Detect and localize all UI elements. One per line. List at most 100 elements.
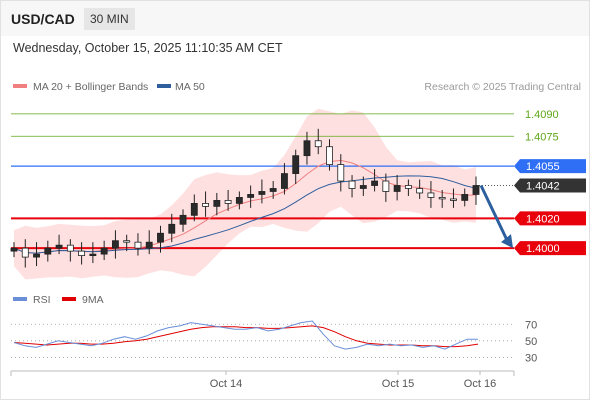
candle-body: [461, 194, 469, 201]
candle: [416, 179, 424, 199]
candle-body: [393, 185, 401, 192]
candle: [190, 194, 198, 222]
candle: [247, 185, 255, 208]
rsi-panel: 70 50 30: [11, 319, 537, 364]
candle-body: [213, 200, 221, 207]
candle-body: [258, 191, 266, 195]
candle-body: [202, 202, 209, 207]
level-tag-text: 1.4055: [526, 161, 560, 173]
rsi-ma-legend-swatch: [62, 297, 76, 301]
rsi-tick-30: 30: [525, 352, 537, 364]
candle: [450, 188, 457, 208]
level-tag-3: 1.4042: [514, 178, 586, 193]
projection-arrow-head: [501, 234, 513, 249]
timestamp: Wednesday, October 15, 2025 11:10:35 AM …: [13, 41, 283, 55]
candle-body: [10, 247, 18, 252]
candle-body: [337, 164, 345, 182]
level-tag-text: 1.4000: [526, 243, 560, 255]
rsi-ma-line: [13, 325, 479, 348]
candle-body: [134, 241, 142, 249]
ma20-legend-label: MA 20 + Bollinger Bands: [33, 81, 148, 93]
candle: [337, 154, 345, 192]
candle: [123, 234, 131, 252]
candle: [33, 242, 40, 267]
candle: [168, 213, 176, 243]
level-tag-text: 1.4020: [526, 213, 560, 225]
chart-header: USD/CAD 30 MIN: [1, 1, 589, 36]
candle: [269, 181, 277, 199]
candle-body: [21, 247, 29, 258]
projection-arrow-layer: [479, 184, 513, 249]
candle-body: [382, 180, 390, 192]
candle-body: [314, 140, 322, 148]
candle-body: [292, 155, 300, 174]
candle: [404, 179, 412, 196]
candle: [145, 230, 153, 255]
candle: [213, 192, 221, 216]
level-tag-background: [514, 159, 586, 174]
candle-body: [416, 188, 424, 194]
level-tag-5: 1.4000: [514, 241, 586, 256]
candle: [281, 163, 288, 195]
candle: [314, 128, 322, 155]
candle-body: [303, 140, 311, 157]
candle-body: [111, 240, 119, 249]
candle-body: [89, 253, 97, 257]
candle-body: [55, 244, 63, 249]
candle: [10, 242, 18, 258]
bollinger-band: [14, 108, 476, 280]
candle: [89, 242, 97, 264]
candle-body: [438, 197, 446, 200]
candle: [179, 209, 187, 232]
time-tick-label: Oct 15: [382, 378, 414, 390]
research-credit: Research © 2025 Trading Central: [424, 81, 581, 93]
candle-body: [326, 146, 333, 166]
candle-body: [224, 200, 232, 204]
candle-body: [33, 253, 40, 258]
level-tag-text: 1.4042: [526, 181, 560, 193]
candle-body: [371, 180, 379, 186]
candle-body: [168, 223, 176, 234]
ma50-legend-label: MA 50: [175, 81, 205, 93]
rsi-ma-legend-label: 9MA: [82, 294, 104, 306]
level-lines-layer: [11, 113, 514, 250]
candle-body: [281, 173, 288, 189]
timeframe-badge[interactable]: 30 MIN: [84, 8, 135, 30]
rsi-line: [13, 320, 478, 350]
time-tick-label: Oct 14: [210, 378, 242, 390]
candle: [292, 149, 300, 185]
rsi-tick-50: 50: [525, 336, 537, 348]
ma50-line: [13, 175, 477, 254]
candle-body: [66, 244, 74, 252]
candle-body: [450, 198, 457, 201]
level-tag-background: [514, 211, 586, 226]
candle-body: [190, 202, 198, 216]
candle: [461, 188, 469, 207]
symbol-title: USD/CAD: [11, 11, 75, 27]
candle: [235, 191, 243, 210]
candle-body: [44, 247, 52, 255]
candle: [44, 240, 52, 262]
rsi-legend-swatch: [13, 297, 27, 301]
rsi-legend-label: RSI: [33, 294, 51, 306]
candle-body: [269, 188, 277, 192]
candle: [78, 242, 86, 265]
candle-body: [359, 185, 367, 189]
ma50-legend-swatch: [157, 84, 171, 88]
candle: [438, 189, 446, 208]
candle: [472, 176, 480, 205]
candle: [258, 179, 266, 204]
candle-body: [123, 240, 131, 243]
candle-body: [247, 194, 255, 198]
candle: [348, 175, 356, 198]
level-label-1: 1.4075: [525, 131, 559, 143]
candle: [382, 173, 390, 202]
candle: [224, 189, 232, 211]
level-tag-2: 1.4055: [514, 159, 586, 174]
candle: [359, 176, 367, 196]
candle-body: [235, 197, 243, 204]
bollinger-band-layer: [14, 108, 476, 280]
candle-body: [348, 180, 356, 189]
candle-body: [145, 241, 153, 249]
